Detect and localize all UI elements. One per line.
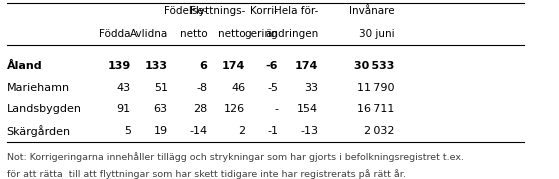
Text: 174: 174: [295, 61, 318, 71]
Text: Födelse-: Födelse-: [164, 6, 207, 16]
Text: Hela för-: Hela för-: [274, 6, 318, 16]
Text: ändringen: ändringen: [265, 29, 318, 39]
Text: -8: -8: [196, 83, 207, 93]
Text: 6: 6: [200, 61, 207, 71]
Text: Skärgården: Skärgården: [7, 125, 71, 137]
Text: Landsbygden: Landsbygden: [7, 104, 82, 114]
Text: 11 790: 11 790: [357, 83, 395, 93]
Text: -5: -5: [267, 83, 278, 93]
Text: netto: netto: [180, 29, 207, 39]
Text: -13: -13: [300, 126, 318, 136]
Text: Mariehamn: Mariehamn: [7, 83, 70, 93]
Text: 139: 139: [107, 61, 131, 71]
Text: 126: 126: [224, 104, 245, 114]
Text: 2 032: 2 032: [364, 126, 395, 136]
Text: 154: 154: [297, 104, 318, 114]
Text: 28: 28: [193, 104, 207, 114]
Text: 19: 19: [154, 126, 168, 136]
Text: -1: -1: [267, 126, 278, 136]
Text: 46: 46: [231, 83, 245, 93]
Text: Invånare: Invånare: [349, 6, 395, 16]
Text: 30 juni: 30 juni: [359, 29, 395, 39]
Text: Åland: Åland: [7, 61, 42, 71]
Text: 174: 174: [222, 61, 245, 71]
Text: -: -: [274, 104, 278, 114]
Text: 16 711: 16 711: [357, 104, 395, 114]
Text: -6: -6: [266, 61, 278, 71]
Text: för att rätta  till att flyttningar som har skett tidigare inte har registrerats: för att rätta till att flyttningar som h…: [7, 169, 405, 179]
Text: Avlidna: Avlidna: [130, 29, 168, 39]
Text: 63: 63: [154, 104, 168, 114]
Text: Not: Korrigeringarna innehåller tillägg och strykningar som har gjorts i befolkn: Not: Korrigeringarna innehåller tillägg …: [7, 152, 463, 161]
Text: 43: 43: [117, 83, 131, 93]
Text: 51: 51: [154, 83, 168, 93]
Text: netto: netto: [218, 29, 245, 39]
Text: 33: 33: [304, 83, 318, 93]
Text: 2: 2: [238, 126, 245, 136]
Text: -14: -14: [190, 126, 207, 136]
Text: gering: gering: [244, 29, 278, 39]
Text: Födda: Födda: [100, 29, 131, 39]
Text: 30 533: 30 533: [354, 61, 395, 71]
Text: 133: 133: [145, 61, 168, 71]
Text: 5: 5: [124, 126, 131, 136]
Text: 91: 91: [117, 104, 131, 114]
Text: Korri-: Korri-: [250, 6, 278, 16]
Text: Flyttnings-: Flyttnings-: [190, 6, 245, 16]
